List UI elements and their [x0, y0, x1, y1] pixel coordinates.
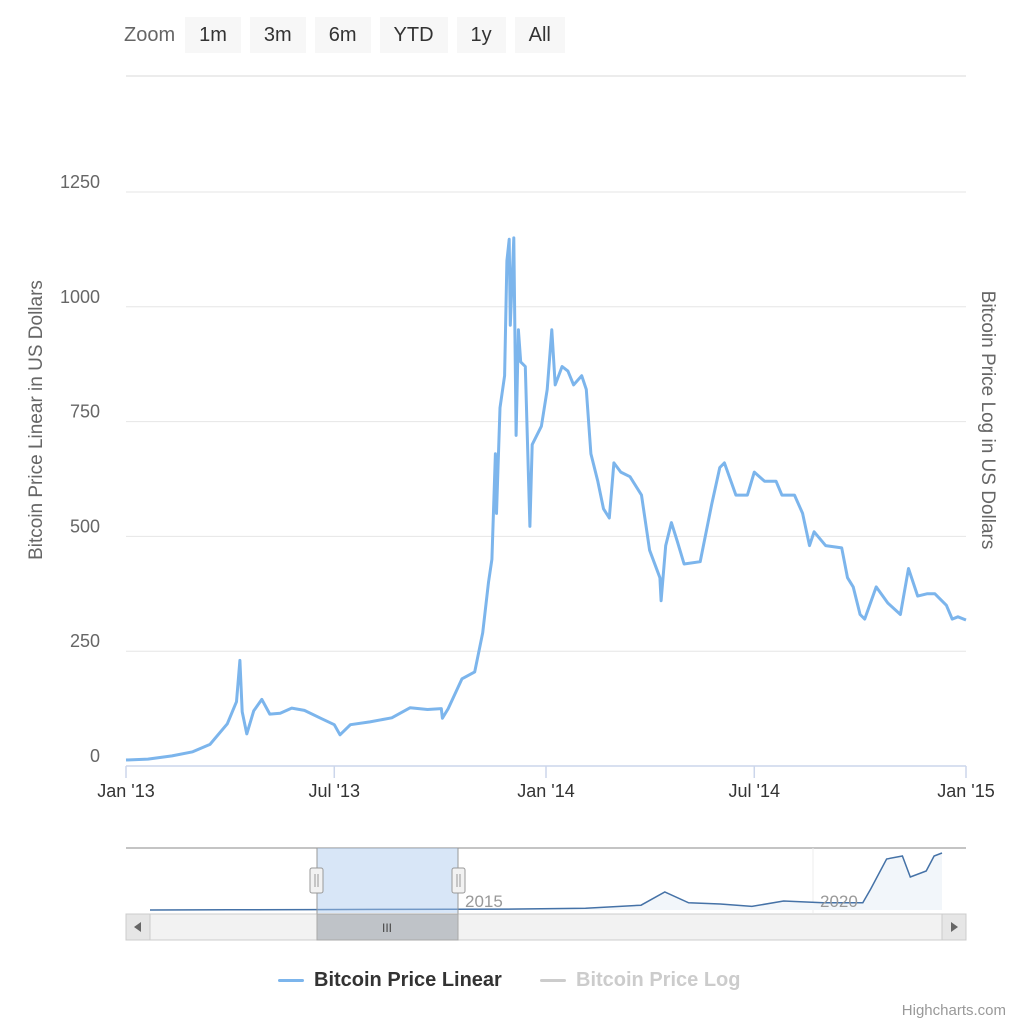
navigator-handle-left[interactable] [309, 867, 324, 894]
y-tick-label: 1250 [60, 172, 100, 192]
zoom-6m-button[interactable]: 6m [314, 17, 371, 53]
zoom-3m-button[interactable]: 3m [249, 17, 306, 53]
legend-label-log: Bitcoin Price Log [576, 968, 741, 991]
series-line-bitcoin-price-linear[interactable] [125, 236, 967, 762]
navigator-label-2020: 2020 [820, 892, 858, 911]
x-tick-label: Jul '13 [309, 781, 360, 801]
y-tick-label: 500 [70, 516, 100, 536]
zoom-1y-button[interactable]: 1y [456, 17, 506, 53]
x-tick-label: Jan '14 [517, 781, 574, 801]
legend-swatch-log [540, 978, 566, 982]
legend-item-log[interactable]: Bitcoin Price Log [540, 966, 740, 994]
y-axis-ticks: 0 250 500 750 1000 1250 [60, 172, 100, 766]
x-tick-label: Jul '14 [729, 781, 780, 801]
y-tick-label: 250 [70, 631, 100, 651]
scrollbar-grip-icon: III [382, 921, 392, 935]
scrollbar: III [125, 913, 967, 941]
legend-label-linear: Bitcoin Price Linear [314, 968, 502, 991]
zoom-ytd-button[interactable]: YTD [379, 17, 448, 53]
y-tick-label: 0 [90, 746, 100, 766]
grid [126, 75, 966, 652]
arrow-left-icon [134, 922, 141, 932]
y-axis-title-left: Bitcoin Price Linear in US Dollars [26, 280, 47, 560]
plot-area [125, 236, 967, 762]
navigator: 2015 2020 [126, 847, 966, 940]
scrollbar-thumb[interactable] [316, 913, 459, 941]
navigator-series-line [149, 852, 943, 911]
arrow-right-icon [951, 922, 958, 932]
navigator-label-2015: 2015 [465, 892, 503, 911]
legend-swatch-linear [278, 978, 304, 982]
y-axis-title-right: Bitcoin Price Log in US Dollars [977, 291, 998, 550]
navigator-selected-range[interactable] [317, 848, 458, 913]
legend: Bitcoin Price Linear Bitcoin Price Log [0, 966, 1024, 994]
x-tick-label: Jan '15 [937, 781, 994, 801]
navigator-handle-right[interactable] [451, 867, 466, 894]
y-tick-label: 750 [70, 402, 100, 422]
x-tick-label: Jan '13 [97, 781, 154, 801]
zoom-all-button[interactable]: All [514, 17, 565, 53]
legend-item-linear[interactable]: Bitcoin Price Linear [278, 966, 502, 994]
range-selector: Zoom 1m 3m 6m YTD 1y All [124, 16, 574, 54]
credits-link[interactable]: Highcharts.com [901, 1002, 1006, 1019]
scrollbar-track[interactable] [125, 913, 967, 941]
x-axis: Jan '13 Jul '13 Jan '14 Jul '14 Jan '15 [97, 765, 995, 801]
zoom-label: Zoom [124, 23, 176, 46]
navigator-series-area [150, 853, 942, 910]
zoom-1m-button[interactable]: 1m [185, 17, 241, 53]
y-tick-label: 1000 [60, 287, 100, 307]
